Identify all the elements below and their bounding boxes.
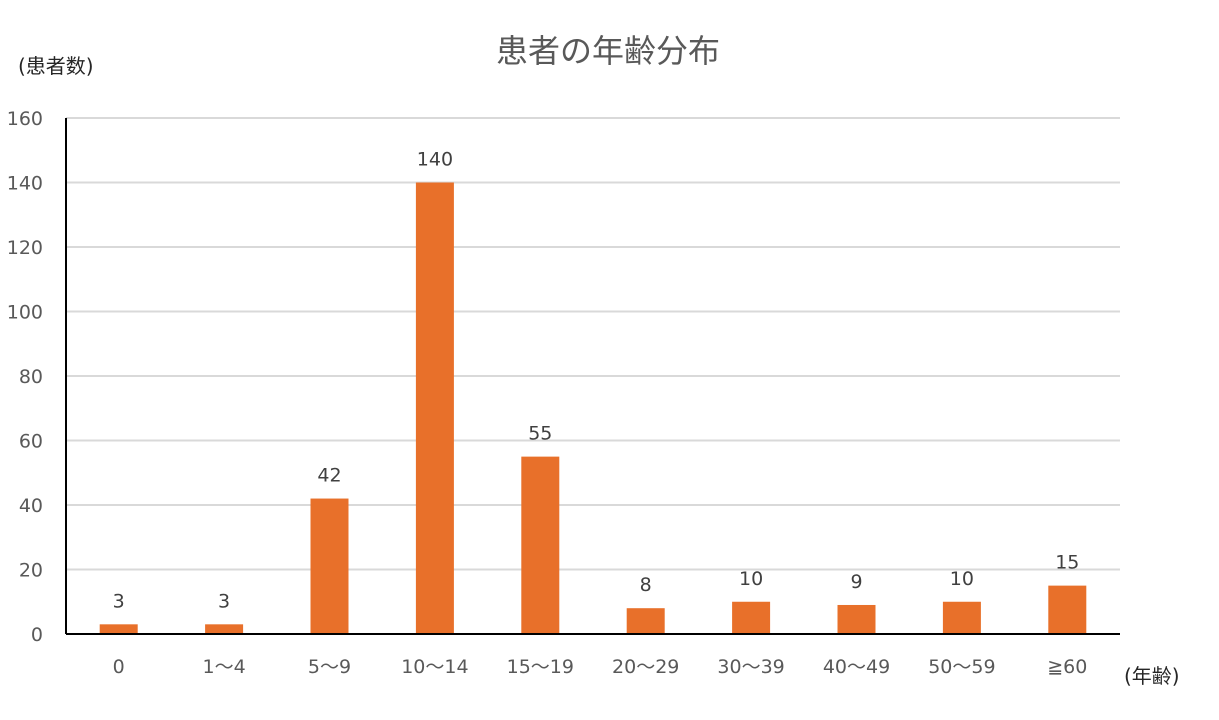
x-category-label: 5～9 [308,656,351,678]
x-category-label: 1～4 [203,656,246,678]
bar [942,601,981,634]
axes [65,118,1120,635]
y-axis-unit-label: (患者数) [18,54,94,78]
y-tick-label: 140 [7,173,43,195]
data-label: 3 [218,590,230,612]
bar [205,624,244,634]
bar [1048,585,1087,634]
chart-title: 患者の年齢分布 [496,32,720,70]
bar [310,498,349,634]
bars [99,182,1087,634]
y-tick-label: 160 [7,108,43,130]
data-label: 8 [640,574,652,596]
y-tick-label: 0 [31,624,43,646]
data-label: 42 [317,465,341,487]
bar [837,604,876,634]
bar [99,624,138,634]
x-category-label: 15～19 [507,656,574,678]
y-tick-label: 100 [7,302,43,324]
x-axis-unit-label: (年齢) [1124,664,1180,688]
x-category-label: 40～49 [823,656,890,678]
data-label: 9 [850,571,862,593]
bar [521,456,560,634]
x-category-label: 0 [113,656,125,678]
data-label: 55 [528,423,552,445]
y-tick-label: 60 [19,431,43,453]
y-tick-label: 40 [19,495,43,517]
y-tick-label: 20 [19,560,43,582]
data-label: 3 [113,590,125,612]
x-category-label: 10～14 [401,656,468,678]
x-category-label: 30～39 [717,656,784,678]
x-category-label: 50～59 [928,656,995,678]
x-category-label: ≧60 [1047,656,1087,678]
data-label: 15 [1055,552,1079,574]
bar [626,608,665,634]
labels: 0 20 40 60 80 100 120 140 160 3 0 3 1～4 42 5～9 140 10～14… [7,108,1088,678]
data-label: 10 [950,568,974,590]
y-tick-label: 80 [19,366,43,388]
x-category-label: 20～29 [612,656,679,678]
bar [732,601,771,634]
data-label: 10 [739,568,763,590]
data-label: 140 [417,149,453,171]
y-tick-label: 120 [7,237,43,259]
grid-lines [66,117,1120,571]
bar [415,182,454,634]
